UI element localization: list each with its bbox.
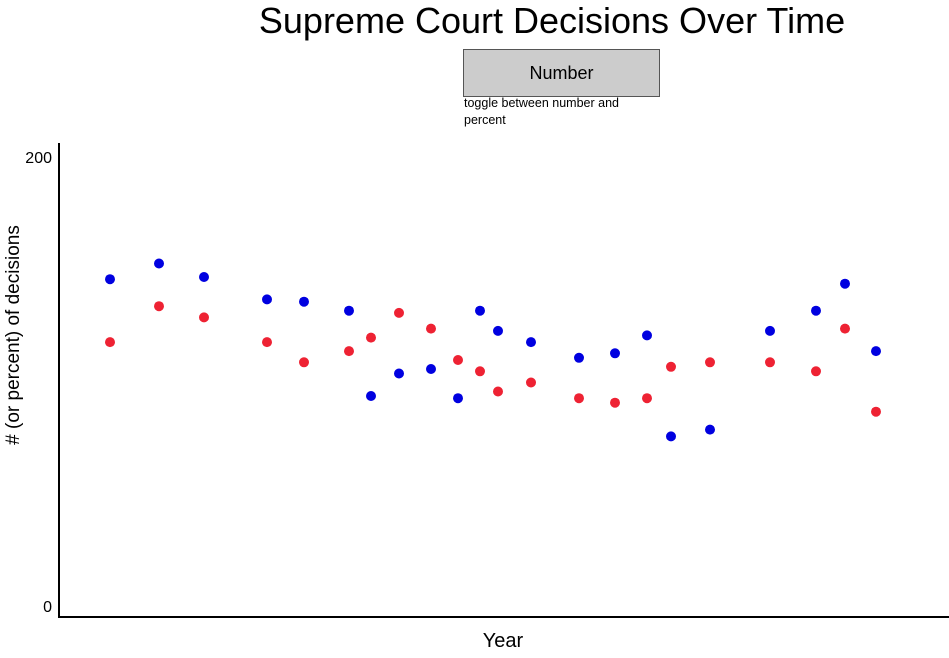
red-data-point — [154, 301, 164, 312]
red-data-point — [299, 357, 309, 368]
red-data-point — [765, 357, 775, 368]
red-data-point — [394, 307, 404, 318]
toggle-caption: toggle between number and percent — [464, 96, 619, 127]
blue-data-point — [526, 337, 536, 348]
chart-title: Supreme Court Decisions Over Time — [258, 0, 846, 41]
blue-data-point — [871, 346, 881, 357]
blue-data-point — [426, 364, 436, 374]
blue-data-point — [705, 424, 715, 435]
blue-data-point — [642, 330, 652, 341]
red-data-point — [366, 332, 376, 343]
data-points-layer — [105, 258, 881, 442]
blue-data-point — [299, 296, 309, 307]
blue-data-point — [199, 272, 209, 282]
red-data-point — [705, 357, 715, 368]
blue-data-point — [366, 391, 376, 401]
red-data-point — [574, 393, 584, 404]
blue-data-point — [610, 348, 620, 359]
red-data-point — [475, 366, 485, 377]
red-data-point — [526, 377, 536, 388]
red-data-point — [840, 323, 850, 334]
red-data-point — [262, 337, 272, 348]
blue-data-point — [840, 278, 850, 289]
blue-data-point — [493, 325, 503, 336]
blue-data-point — [666, 431, 676, 442]
blue-data-point — [475, 305, 485, 316]
x-axis-label: Year — [482, 630, 524, 652]
y-axis-label: # (or percent) of decisions — [3, 225, 24, 445]
blue-data-point — [811, 305, 821, 316]
number-percent-toggle-button[interactable]: Number — [463, 49, 660, 97]
blue-data-point — [765, 325, 775, 336]
blue-data-point — [262, 294, 272, 305]
y-tick-label-min: 0 — [43, 599, 52, 616]
blue-data-point — [453, 393, 463, 404]
red-data-point — [811, 366, 821, 377]
red-data-point — [493, 386, 503, 397]
red-data-point — [642, 393, 652, 404]
red-data-point — [105, 337, 115, 348]
red-data-point — [453, 355, 463, 365]
red-data-point — [199, 312, 209, 323]
red-data-point — [871, 406, 881, 417]
blue-data-point — [394, 368, 404, 379]
red-data-point — [610, 397, 620, 408]
red-data-point — [666, 361, 676, 372]
blue-data-point — [344, 305, 354, 316]
red-data-point — [426, 323, 436, 334]
blue-data-point — [574, 352, 584, 363]
blue-data-point — [105, 274, 115, 285]
y-tick-label-max: 200 — [25, 150, 52, 167]
red-data-point — [344, 346, 354, 357]
blue-data-point — [154, 258, 164, 269]
